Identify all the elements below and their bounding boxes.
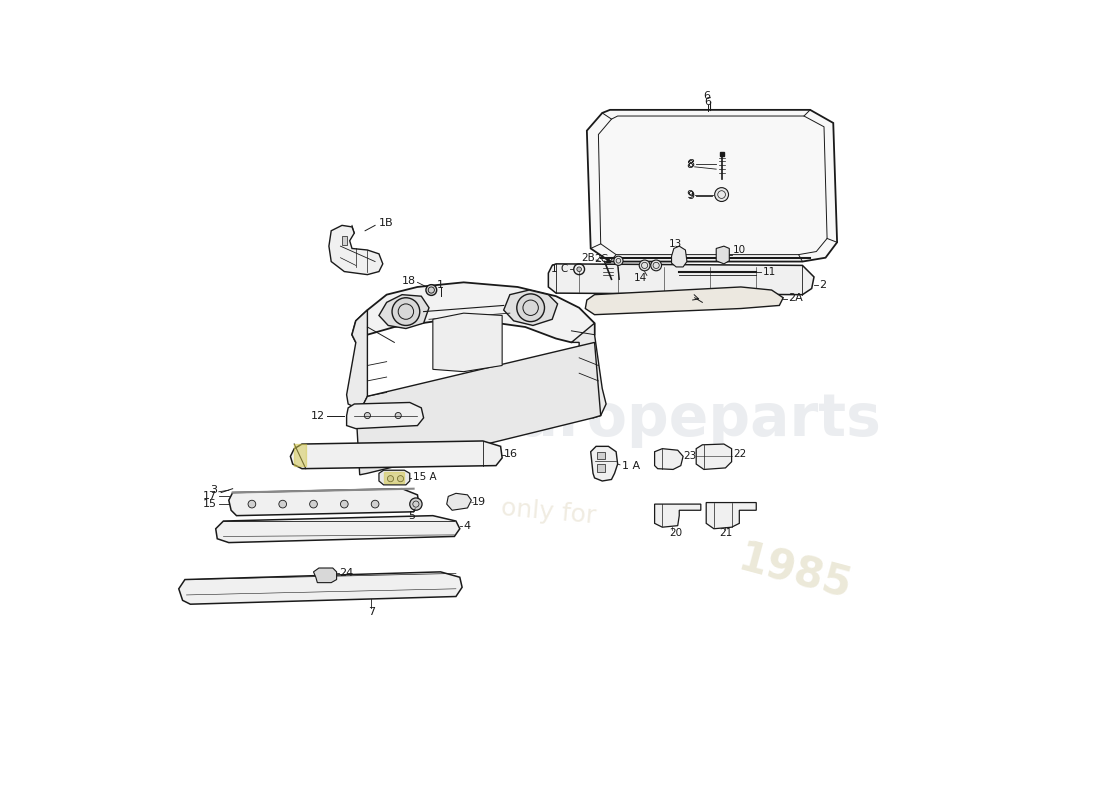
Text: 1 C: 1 C xyxy=(551,264,569,274)
Polygon shape xyxy=(585,287,783,314)
Text: 15 A: 15 A xyxy=(412,472,437,482)
Circle shape xyxy=(395,413,402,418)
Polygon shape xyxy=(591,446,618,481)
Text: 3: 3 xyxy=(210,486,218,495)
Polygon shape xyxy=(654,504,701,527)
Polygon shape xyxy=(342,236,346,245)
Polygon shape xyxy=(716,246,729,264)
Polygon shape xyxy=(572,323,606,418)
Text: 21: 21 xyxy=(718,528,733,538)
Text: 15: 15 xyxy=(204,499,218,509)
Circle shape xyxy=(392,298,420,326)
Polygon shape xyxy=(548,264,814,294)
Text: 1: 1 xyxy=(437,280,444,290)
Circle shape xyxy=(614,256,623,266)
Text: 18: 18 xyxy=(402,276,416,286)
Circle shape xyxy=(715,188,728,202)
Text: 8: 8 xyxy=(688,158,695,169)
Polygon shape xyxy=(597,464,605,472)
Polygon shape xyxy=(654,449,683,470)
Text: 5: 5 xyxy=(408,510,415,521)
Circle shape xyxy=(517,294,544,322)
Circle shape xyxy=(279,500,287,508)
Text: 4: 4 xyxy=(464,521,471,530)
Text: 19: 19 xyxy=(472,497,485,506)
Circle shape xyxy=(249,500,255,508)
Text: 20: 20 xyxy=(669,528,682,538)
Text: 23: 23 xyxy=(683,451,696,462)
Circle shape xyxy=(364,413,371,418)
Text: 10: 10 xyxy=(733,245,746,255)
Polygon shape xyxy=(178,572,462,604)
Text: europeparts: europeparts xyxy=(477,391,881,448)
Polygon shape xyxy=(290,441,502,469)
Text: only for: only for xyxy=(499,496,597,528)
Polygon shape xyxy=(346,310,367,408)
Polygon shape xyxy=(314,568,337,582)
Circle shape xyxy=(341,500,349,508)
Circle shape xyxy=(639,260,650,270)
Text: 7: 7 xyxy=(367,607,375,617)
Polygon shape xyxy=(587,110,837,262)
Text: 2A: 2A xyxy=(789,293,803,302)
Text: 11: 11 xyxy=(762,266,776,277)
Circle shape xyxy=(576,267,582,271)
Text: 1 A: 1 A xyxy=(621,461,639,470)
Polygon shape xyxy=(216,516,460,542)
Polygon shape xyxy=(378,470,409,485)
Text: 14: 14 xyxy=(634,273,648,282)
Text: 8: 8 xyxy=(686,160,693,170)
Polygon shape xyxy=(295,444,306,466)
Polygon shape xyxy=(597,452,605,459)
Text: 22: 22 xyxy=(733,449,747,459)
Polygon shape xyxy=(671,246,686,267)
Text: 2C: 2C xyxy=(594,254,608,264)
Text: 2: 2 xyxy=(820,280,826,290)
Polygon shape xyxy=(696,444,732,470)
Text: 17: 17 xyxy=(204,491,218,502)
Polygon shape xyxy=(384,472,405,483)
Circle shape xyxy=(387,476,394,482)
Circle shape xyxy=(372,500,378,508)
Polygon shape xyxy=(346,402,424,429)
Text: 1B: 1B xyxy=(378,218,394,228)
Circle shape xyxy=(397,476,404,482)
Circle shape xyxy=(651,260,661,270)
Circle shape xyxy=(409,498,422,510)
Text: 1985: 1985 xyxy=(734,538,856,609)
Polygon shape xyxy=(352,282,594,342)
Polygon shape xyxy=(356,342,601,475)
Text: 6: 6 xyxy=(704,97,712,107)
Text: 2B: 2B xyxy=(581,253,594,262)
Polygon shape xyxy=(378,294,429,329)
Text: 12: 12 xyxy=(311,410,326,421)
Text: 16: 16 xyxy=(504,449,518,459)
Text: 13: 13 xyxy=(669,239,682,249)
Text: 9: 9 xyxy=(688,191,695,201)
Circle shape xyxy=(426,285,437,295)
Circle shape xyxy=(310,500,318,508)
Text: 9: 9 xyxy=(686,190,693,199)
Polygon shape xyxy=(706,502,757,529)
Polygon shape xyxy=(433,313,502,372)
Polygon shape xyxy=(329,226,383,274)
Polygon shape xyxy=(229,489,419,516)
Text: 6: 6 xyxy=(704,90,711,101)
Polygon shape xyxy=(447,494,472,510)
Polygon shape xyxy=(504,290,558,326)
Text: 24: 24 xyxy=(339,568,353,578)
